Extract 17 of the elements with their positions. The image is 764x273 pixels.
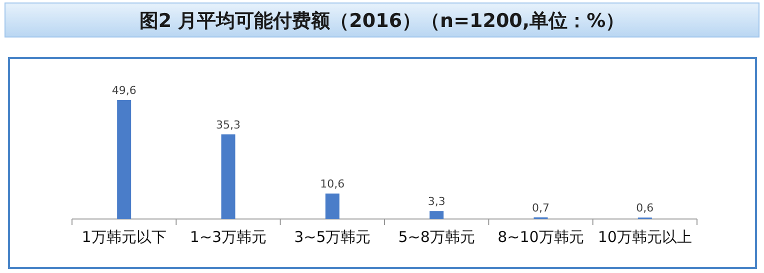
data-label: 0,6 <box>636 202 654 215</box>
bar <box>430 211 444 219</box>
x-tick-label: 10万韩元以上 <box>598 228 692 246</box>
title: 图2 月平均可能付费额（2016）（n=1200,单位：%） <box>139 10 625 32</box>
data-label: 49,6 <box>112 84 136 97</box>
x-tick-label: 5~8万韩元 <box>398 228 475 246</box>
x-tick-label: 1万韩元以下 <box>82 228 166 246</box>
x-tick-label: 1~3万韩元 <box>190 228 267 246</box>
bar <box>221 134 236 219</box>
data-label: 0,7 <box>532 201 550 214</box>
bar <box>325 194 340 219</box>
data-label: 10,6 <box>320 178 345 191</box>
data-label: 3,3 <box>428 195 446 208</box>
x-tick-label: 3~5万韩元 <box>294 228 371 246</box>
x-tick-label: 8~10万韩元 <box>498 228 584 246</box>
bar <box>117 100 132 219</box>
data-label: 35,3 <box>216 118 240 132</box>
